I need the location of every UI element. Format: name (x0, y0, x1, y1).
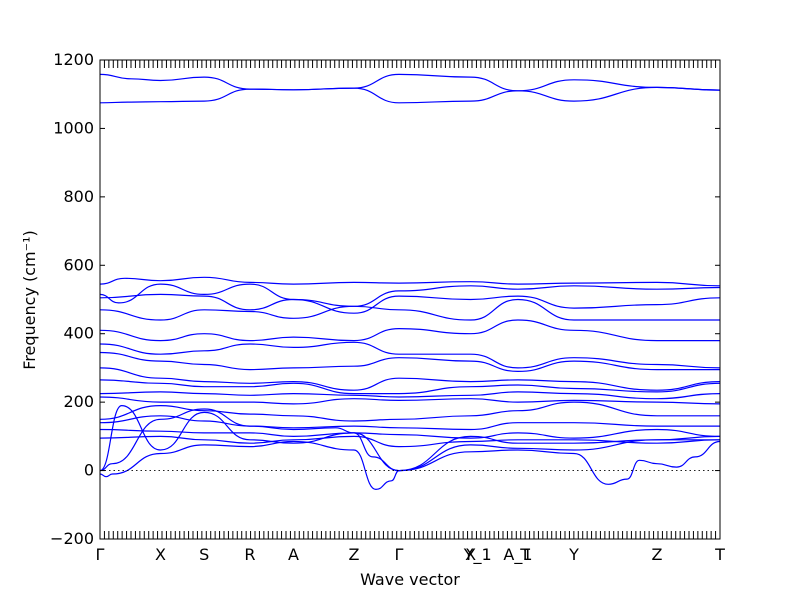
y-tick-label: 1000 (53, 118, 94, 137)
x-tick-label: A_1 (503, 545, 532, 565)
band-line-8 (100, 341, 720, 369)
x-tick-label: T (519, 545, 530, 564)
x-tick-label: Z (349, 545, 360, 564)
band-line-7 (100, 319, 720, 342)
band-line-16 (100, 428, 720, 439)
y-axis-ticks: −200 0 200 400 600 800 1000 1200 (50, 50, 720, 548)
x-tick-label: A (288, 545, 299, 564)
band-line-19 (100, 408, 720, 472)
band-line-14 (100, 401, 720, 422)
band-line-6 (100, 298, 720, 321)
band-line-9 (100, 351, 720, 373)
x-tick-label: S (199, 545, 209, 564)
y-tick-label: 200 (63, 392, 94, 411)
band-line-1 (100, 73, 720, 92)
band-line-11 (100, 379, 720, 395)
y-axis-label: Frequency (cm⁻¹) (20, 230, 39, 369)
y-tick-label: 800 (63, 187, 94, 206)
x-tick-label: Y_1 (463, 545, 492, 565)
x-tick-label: Γ (96, 545, 105, 564)
band-line-13 (100, 396, 720, 405)
x-tick-label: X (155, 545, 166, 564)
x-axis-ticks: Γ X S R A Z Γ XY_1 A_1T Y Z T (96, 545, 726, 565)
band-line-3 (100, 276, 720, 287)
x-tick-label: X (465, 545, 476, 564)
plot-frame (99, 59, 721, 540)
x-tick-label: T (714, 545, 725, 564)
x-tick-label: R (244, 545, 255, 564)
y-tick-label: −200 (50, 529, 94, 548)
band-line-15 (100, 415, 720, 431)
band-line-2 (100, 86, 720, 104)
y-tick-label: 1200 (53, 50, 94, 69)
band-line-12 (100, 391, 720, 400)
band-line-5 (100, 293, 720, 314)
y-tick-label: 600 (63, 255, 94, 274)
x-tick-label: Y (568, 545, 579, 564)
band-line-20 (100, 440, 720, 491)
band-line-10 (100, 367, 720, 391)
minor-ticks (99, 60, 721, 539)
y-tick-label: 400 (63, 324, 94, 343)
y-tick-label: 0 (84, 461, 94, 480)
x-axis-label: Wave vector (360, 570, 460, 589)
band-line-17 (100, 435, 720, 448)
x-tick-label: Γ (395, 545, 404, 564)
x-tick-label: Z (652, 545, 663, 564)
band-lines (100, 73, 720, 491)
